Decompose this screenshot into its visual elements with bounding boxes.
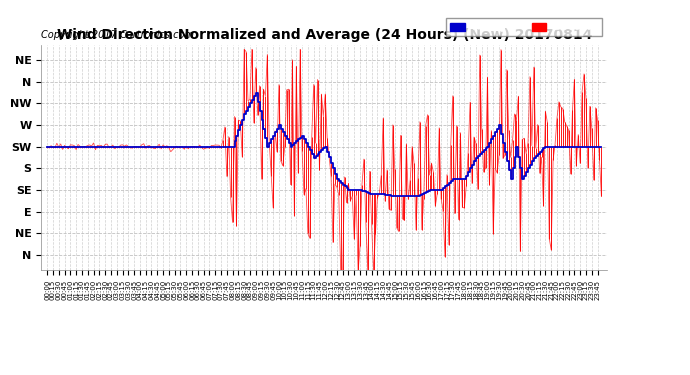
Title: Wind Direction Normalized and Average (24 Hours) (New) 20170814: Wind Direction Normalized and Average (2… (57, 28, 592, 42)
Legend: Average, Direction: Average, Direction (446, 18, 602, 36)
Text: Copyright 2017 Cartronics.com: Copyright 2017 Cartronics.com (41, 30, 195, 40)
